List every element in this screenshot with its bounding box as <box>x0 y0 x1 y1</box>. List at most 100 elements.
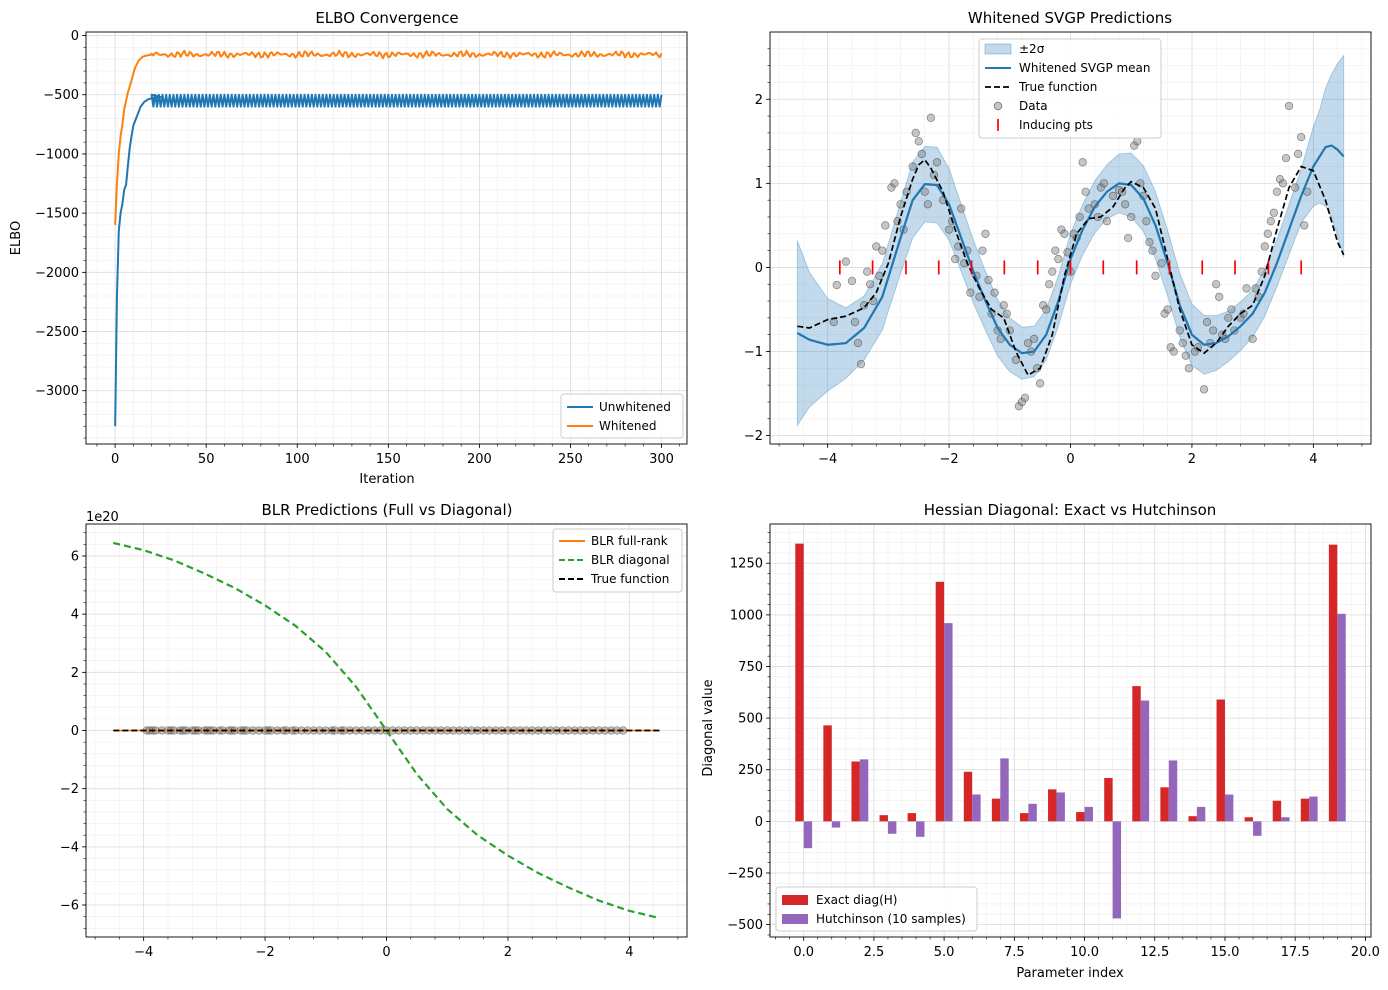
svgp-data-point <box>1075 212 1084 222</box>
svgp-data-point <box>1178 338 1187 348</box>
svgp-data-point <box>1224 313 1233 323</box>
svgp-data-point <box>1169 347 1178 356</box>
hessian-bar-exact <box>1328 544 1338 822</box>
hessian-bar-hutchinson <box>1028 803 1037 822</box>
svgp-data-point <box>1227 305 1236 314</box>
svgp-data-point <box>1263 229 1272 238</box>
y-tick-label: −1000 <box>35 147 79 162</box>
svgp-data-point <box>1209 326 1218 335</box>
hessian-bar-exact <box>1076 812 1085 822</box>
x-tick-label: −4 <box>818 452 837 467</box>
legend-label-unwhitened: Unwhitened <box>599 400 671 414</box>
x-tick-label: 2 <box>504 945 512 960</box>
hessian-bar-exact <box>795 543 804 822</box>
svgp-data-point <box>1102 217 1112 226</box>
hessian-bar-exact <box>1160 787 1169 822</box>
svgp-data-point <box>990 288 999 297</box>
hessian-bar-hutchinson <box>831 821 841 828</box>
x-tick-label: 100 <box>285 452 310 467</box>
svgp-title: Whitened SVGP Predictions <box>968 9 1172 27</box>
x-tick-label: 7.5 <box>1004 945 1025 960</box>
y-tick-label: −500 <box>43 88 79 103</box>
y-tick-label: −2 <box>60 782 79 797</box>
svgp-data-point <box>1029 334 1039 344</box>
x-tick-label: 2 <box>1188 452 1196 467</box>
elbo-ylabel: ELBO <box>9 221 24 255</box>
svgp-data-point <box>1215 292 1224 302</box>
hessian-bar-exact <box>1048 789 1057 822</box>
svgp-data-point <box>1190 347 1200 356</box>
svgp-data-point <box>1272 187 1282 196</box>
svgp-data-point <box>1096 183 1106 192</box>
legend-box <box>552 528 683 593</box>
hessian-bar-hutchinson <box>1056 792 1065 822</box>
hessian-title: Hessian Diagonal: Exact vs Hutchinson <box>924 501 1217 519</box>
svgp-data-point <box>1212 280 1221 289</box>
svgp-data-point <box>1257 267 1266 276</box>
x-tick-label: 0 <box>382 945 390 960</box>
blr-panel: −4 −2 0 2 4 6 4 2 0 −2 −4 −6 BLR full-rank BLR diagon… <box>60 501 688 960</box>
svgp-data-point <box>1148 246 1157 255</box>
svgp-data-point <box>1281 153 1291 163</box>
x-tick-label: 50 <box>198 452 215 467</box>
hessian-bar-exact <box>851 761 860 822</box>
svgp-data-point <box>1278 179 1288 188</box>
hessian-bar-hutchinson <box>1337 613 1346 822</box>
hessian-bar-exact <box>1216 699 1225 822</box>
y-tick-label: 750 <box>738 660 763 675</box>
svgp-data-point <box>1042 305 1051 314</box>
legend-label-0: ±2σ <box>1019 42 1045 56</box>
hessian-bar-hutchinson <box>887 821 897 834</box>
svgp-data-point <box>1045 280 1054 289</box>
hessian-bar-hutchinson <box>1168 760 1178 822</box>
hessian-bar-exact <box>1272 800 1282 822</box>
y-tick-label: −250 <box>727 866 763 881</box>
legend-box <box>978 38 1162 139</box>
svgp-data-point <box>999 301 1008 310</box>
svgp-data-point <box>872 242 881 251</box>
svgp-data-point <box>841 257 851 266</box>
svgp-data-point <box>890 179 899 188</box>
x-tick-label: −2 <box>255 945 274 960</box>
svgp-data-point <box>1251 284 1260 293</box>
elbo-plot-area: 0 50 100 150 200 250 300 0 −500 −1000 −1500 −2000 −2… <box>35 29 688 467</box>
svgp-data-point <box>1057 225 1066 234</box>
svgp-true-function-line <box>797 158 1345 377</box>
x-tick-label: 150 <box>376 452 401 467</box>
svgp-data-point <box>981 229 990 238</box>
y-tick-label: −1500 <box>35 207 79 222</box>
legend-label-2: True function <box>1018 80 1097 94</box>
y-tick-label: 0 <box>755 815 763 830</box>
svgp-data-point <box>856 359 866 369</box>
svgp-data-point <box>1142 217 1151 226</box>
svgp-data-point <box>1023 338 1033 348</box>
svgp-data-point <box>1124 233 1133 243</box>
elbo-series-line-unwhitened <box>114 93 663 427</box>
y-tick-label: 0 <box>71 724 79 739</box>
svgp-data-point <box>1108 191 1118 201</box>
legend-label-whitened: Whitened <box>599 419 657 433</box>
svgp-data-point <box>1048 267 1057 276</box>
hessian-bar-hutchinson <box>1140 700 1150 822</box>
svgp-data-point <box>1294 149 1303 159</box>
svgp-data-point <box>1145 238 1154 247</box>
svgp-data-point <box>1297 132 1306 142</box>
svgp-data-point <box>1060 229 1069 238</box>
svgp-data-point <box>1269 208 1279 217</box>
svgp-data-point <box>847 276 857 286</box>
hessian-bar-hutchinson <box>1196 806 1206 822</box>
svgp-data-point <box>1266 217 1275 226</box>
legend-box <box>775 886 978 932</box>
svgp-data-point <box>1081 187 1090 196</box>
svgp-data-point <box>1157 259 1166 268</box>
x-tick-label: 12.5 <box>1140 945 1169 960</box>
svgp-data-point <box>862 267 872 276</box>
svgp-panel: −4 −2 0 2 4 −2 −1 0 1 2 ±2σ Whitened SVGP mean True … <box>744 9 1372 467</box>
svgp-uncertainty-band <box>796 54 1345 428</box>
svgp-data-point <box>1166 343 1175 352</box>
svgp-data-point <box>914 137 923 146</box>
svgp-data-point <box>1054 254 1063 264</box>
svgp-data-point <box>1017 397 1027 407</box>
svgp-data-point <box>978 246 987 255</box>
svgp-data-point <box>866 280 875 289</box>
